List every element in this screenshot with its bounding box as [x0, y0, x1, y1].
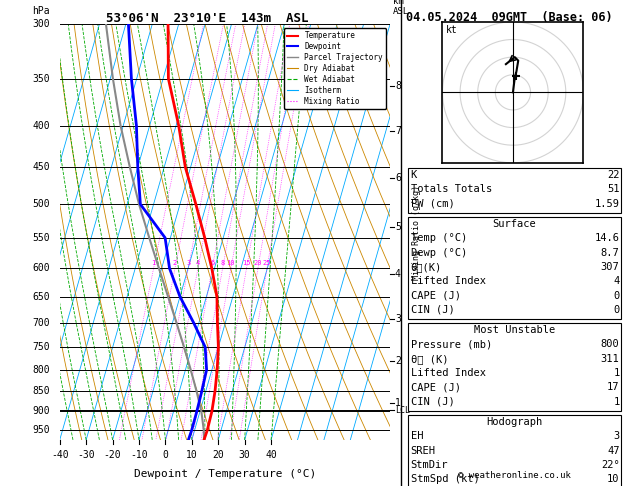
Text: 3: 3	[395, 313, 401, 324]
Text: Surface: Surface	[493, 219, 537, 229]
Text: 950: 950	[32, 425, 50, 435]
Text: kt: kt	[446, 25, 458, 35]
Text: 700: 700	[32, 318, 50, 328]
Text: 47: 47	[607, 446, 620, 456]
Text: 307: 307	[601, 262, 620, 272]
Text: Totals Totals: Totals Totals	[411, 184, 492, 194]
Text: hPa: hPa	[32, 6, 50, 16]
Text: 8: 8	[220, 260, 225, 266]
Text: θᴄ(K): θᴄ(K)	[411, 262, 442, 272]
Text: CAPE (J): CAPE (J)	[411, 382, 460, 393]
Text: 20: 20	[253, 260, 262, 266]
Text: 17: 17	[607, 382, 620, 393]
Text: PW (cm): PW (cm)	[411, 199, 455, 209]
Text: 6: 6	[395, 173, 401, 183]
Legend: Temperature, Dewpoint, Parcel Trajectory, Dry Adiabat, Wet Adiabat, Isotherm, Mi: Temperature, Dewpoint, Parcel Trajectory…	[284, 28, 386, 109]
Text: 25: 25	[263, 260, 271, 266]
Text: 1.59: 1.59	[594, 199, 620, 209]
Text: 900: 900	[32, 406, 50, 417]
Text: LCL: LCL	[395, 406, 410, 415]
Text: 53°06'N  23°10'E  143m  ASL: 53°06'N 23°10'E 143m ASL	[106, 12, 309, 25]
Text: Pressure (mb): Pressure (mb)	[411, 339, 492, 349]
Text: 800: 800	[601, 339, 620, 349]
Text: θᴄ (K): θᴄ (K)	[411, 354, 448, 364]
Text: 6: 6	[210, 260, 214, 266]
Text: 22: 22	[607, 170, 620, 180]
Text: 4: 4	[196, 260, 200, 266]
Text: 800: 800	[32, 365, 50, 375]
Text: 1: 1	[613, 397, 620, 407]
Text: 3: 3	[186, 260, 191, 266]
Text: 0: 0	[613, 305, 620, 315]
Text: 5: 5	[395, 223, 401, 232]
Text: 40: 40	[265, 450, 277, 460]
Text: 10: 10	[186, 450, 198, 460]
Text: 300: 300	[32, 19, 50, 29]
Text: 51: 51	[607, 184, 620, 194]
Text: 750: 750	[32, 342, 50, 352]
Text: 2: 2	[173, 260, 177, 266]
Text: © weatheronline.co.uk: © weatheronline.co.uk	[458, 471, 571, 480]
Text: 14.6: 14.6	[594, 233, 620, 243]
Text: 0: 0	[162, 450, 169, 460]
Text: 1: 1	[613, 368, 620, 378]
Text: 10: 10	[607, 474, 620, 485]
Text: 450: 450	[32, 162, 50, 172]
Text: 4: 4	[395, 269, 401, 278]
Text: 30: 30	[239, 450, 250, 460]
Text: 3: 3	[613, 432, 620, 441]
Text: CIN (J): CIN (J)	[411, 397, 455, 407]
Text: 500: 500	[32, 199, 50, 209]
Text: 400: 400	[32, 121, 50, 131]
Text: CAPE (J): CAPE (J)	[411, 291, 460, 301]
Text: -40: -40	[51, 450, 69, 460]
Text: 2: 2	[395, 356, 401, 366]
Text: 350: 350	[32, 73, 50, 84]
Text: -10: -10	[130, 450, 148, 460]
Text: StmSpd (kt): StmSpd (kt)	[411, 474, 479, 485]
Text: Dewp (°C): Dewp (°C)	[411, 248, 467, 258]
Text: 0: 0	[613, 291, 620, 301]
Text: -20: -20	[104, 450, 121, 460]
Text: 4: 4	[613, 276, 620, 286]
Text: 8: 8	[395, 81, 401, 90]
Text: 850: 850	[32, 386, 50, 396]
Text: 10: 10	[226, 260, 235, 266]
Text: 15: 15	[242, 260, 251, 266]
Text: Mixing Ratio (g/kg): Mixing Ratio (g/kg)	[412, 185, 421, 279]
Text: Hodograph: Hodograph	[486, 417, 543, 427]
Text: K: K	[411, 170, 417, 180]
Text: Lifted Index: Lifted Index	[411, 368, 486, 378]
Text: Lifted Index: Lifted Index	[411, 276, 486, 286]
Text: 311: 311	[601, 354, 620, 364]
Text: -30: -30	[77, 450, 95, 460]
Text: CIN (J): CIN (J)	[411, 305, 455, 315]
Text: 1: 1	[152, 260, 156, 266]
Text: 600: 600	[32, 263, 50, 274]
Text: EH: EH	[411, 432, 423, 441]
Text: km
ASL: km ASL	[393, 0, 409, 16]
Text: 550: 550	[32, 233, 50, 243]
Text: 22°: 22°	[601, 460, 620, 470]
Text: Most Unstable: Most Unstable	[474, 325, 555, 335]
Text: 8.7: 8.7	[601, 248, 620, 258]
Text: 650: 650	[32, 292, 50, 302]
Text: 1: 1	[395, 398, 401, 408]
Text: SREH: SREH	[411, 446, 436, 456]
Text: StmDir: StmDir	[411, 460, 448, 470]
Text: 20: 20	[213, 450, 224, 460]
Text: 7: 7	[395, 126, 401, 136]
Text: Temp (°C): Temp (°C)	[411, 233, 467, 243]
Text: Dewpoint / Temperature (°C): Dewpoint / Temperature (°C)	[134, 469, 316, 479]
Text: 04.05.2024  09GMT  (Base: 06): 04.05.2024 09GMT (Base: 06)	[406, 11, 612, 24]
